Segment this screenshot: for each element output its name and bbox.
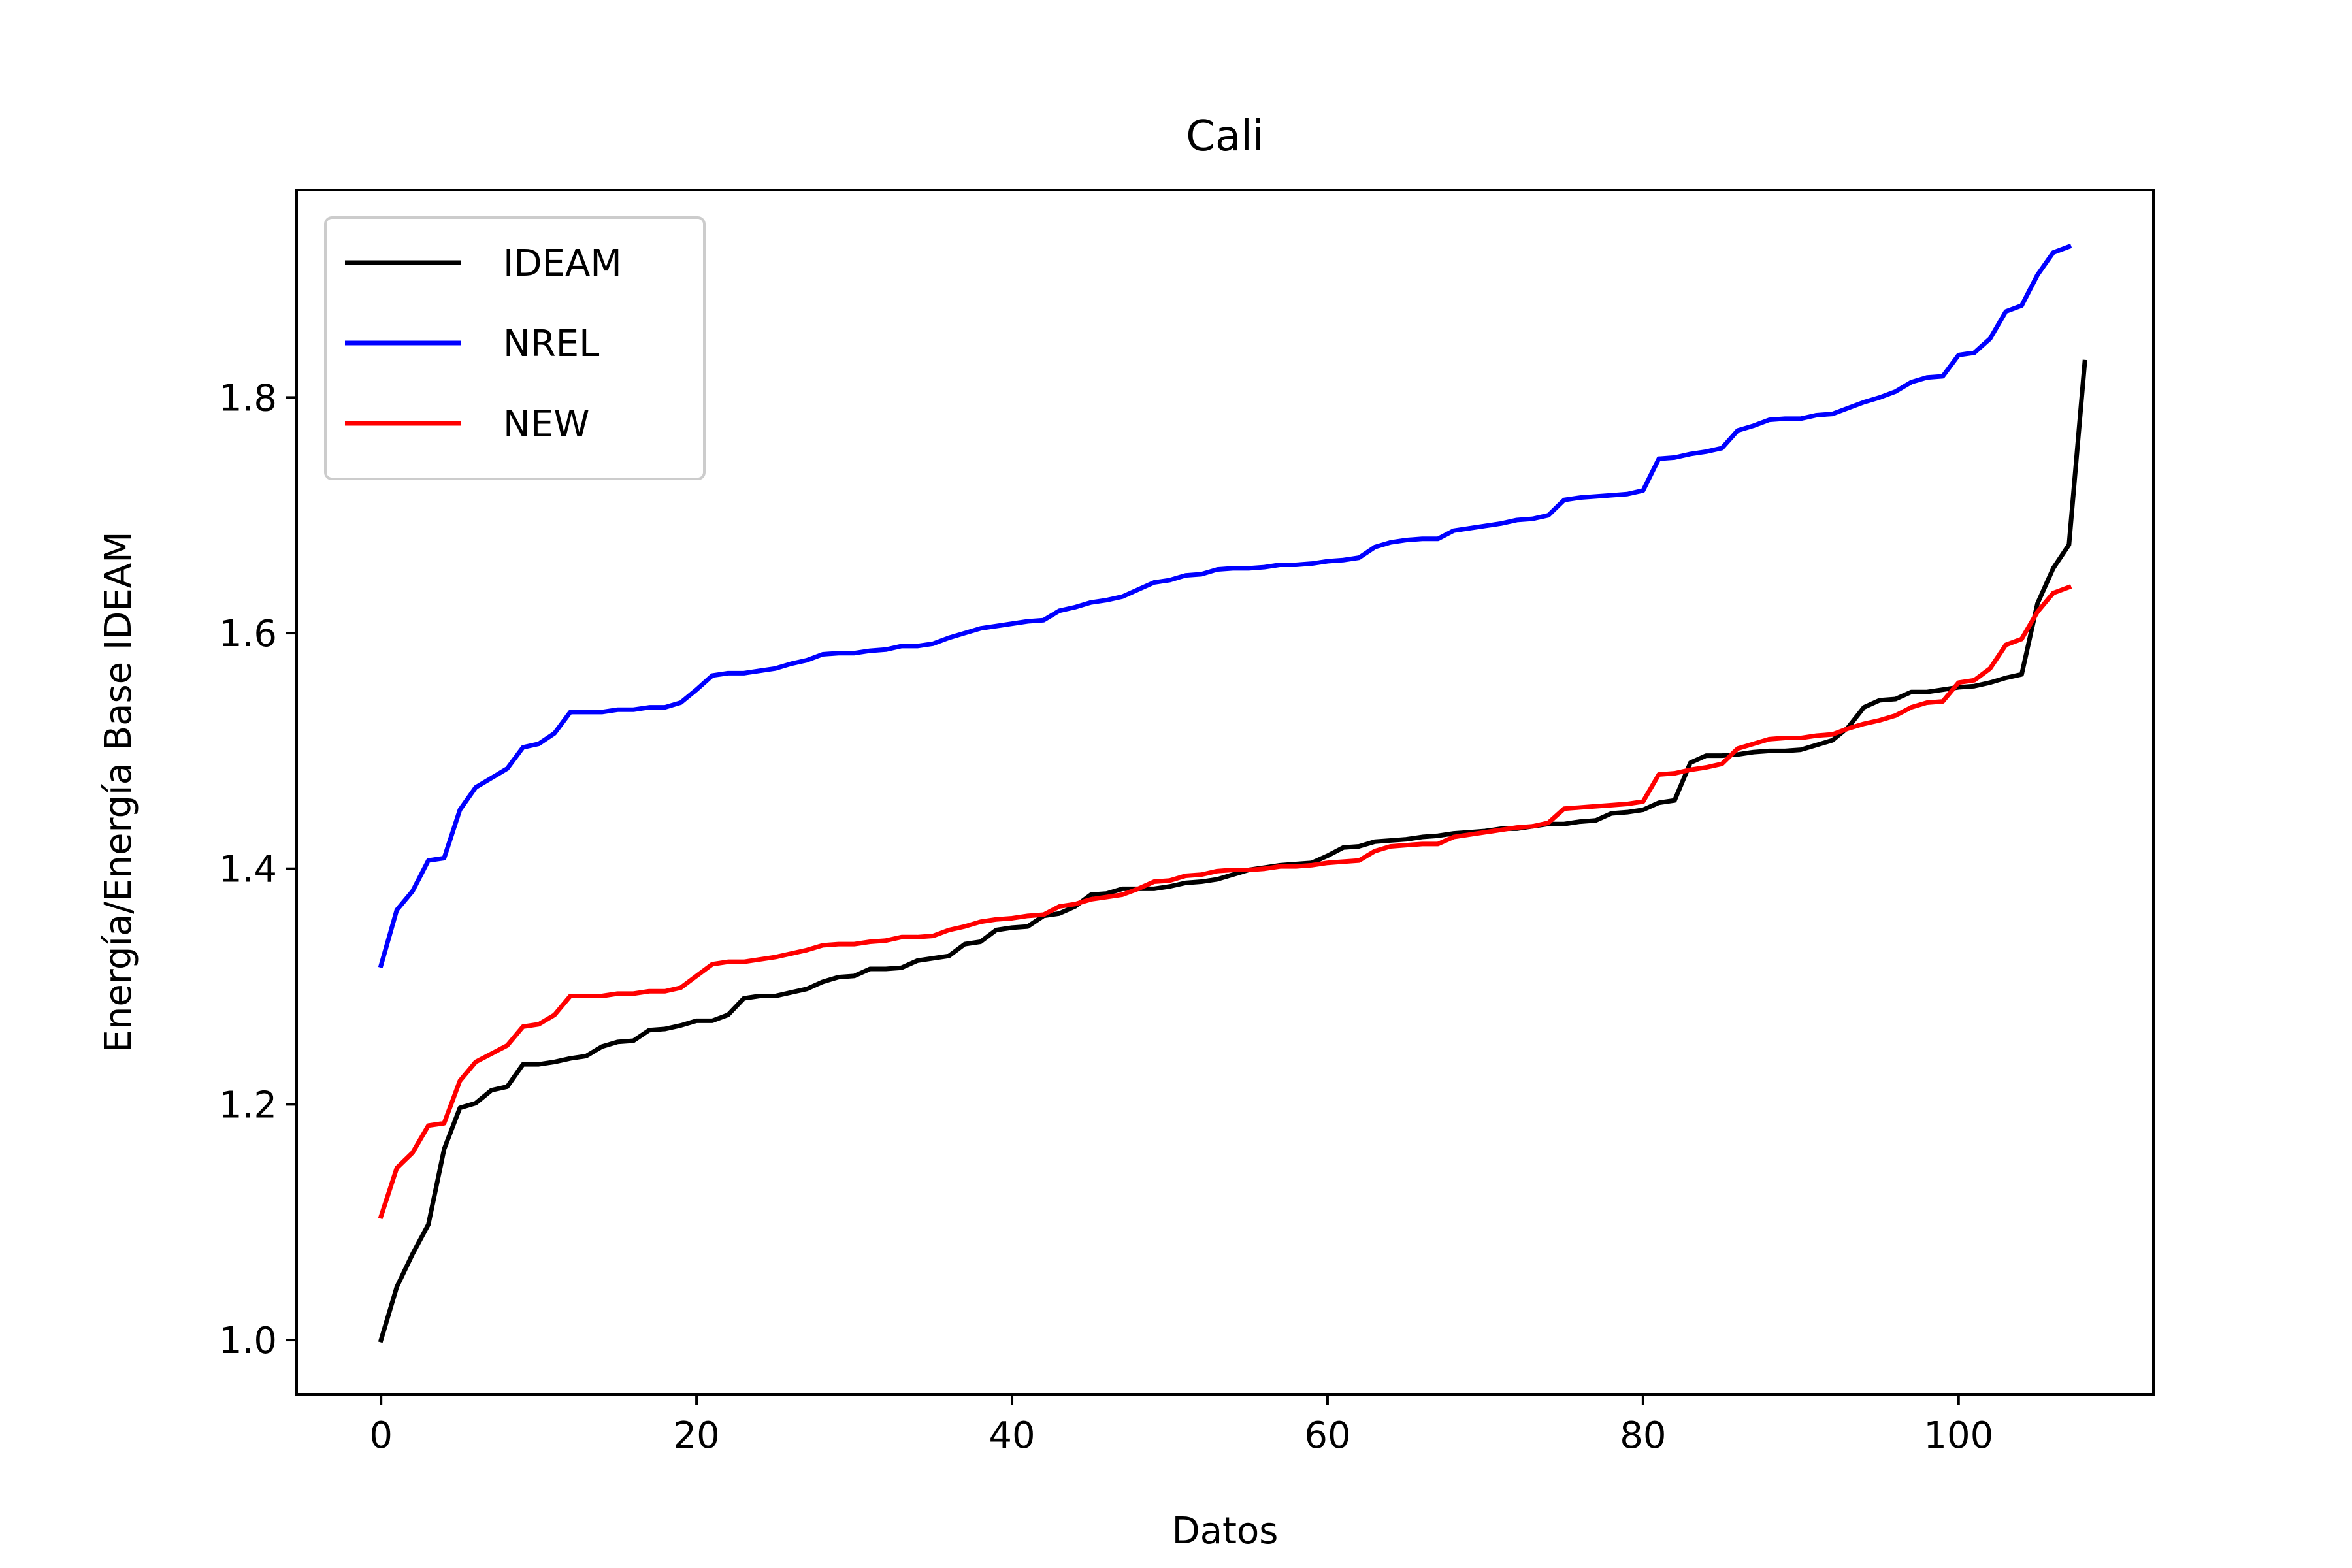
series-line-new [378, 584, 2072, 1220]
plot-frame [295, 189, 2155, 1396]
legend-label-new: NEW [503, 403, 590, 446]
legend: IDEAM NREL NEW [324, 216, 706, 480]
series-layer [378, 244, 2087, 1343]
y-tick-label: 1.2 [219, 1084, 277, 1126]
series-line-ideam [378, 359, 2087, 1343]
x-axis-label: Datos [1172, 1510, 1279, 1552]
legend-box [324, 216, 706, 480]
y-axis-label: Energía/Energía Base IDEAM [97, 531, 140, 1053]
legend-label-ideam: IDEAM [503, 242, 622, 285]
ticks-layer: 0 20 40 60 80 100 1.0 1.2 1.4 1.6 1.8 [219, 377, 1993, 1457]
series-line-nrel [378, 244, 2072, 968]
chart-title: Cali [1186, 112, 1264, 161]
x-tick-label: 40 [988, 1414, 1035, 1457]
y-tick-label: 1.8 [219, 377, 277, 419]
x-tick-label: 20 [673, 1414, 719, 1457]
x-tick-label: 60 [1304, 1414, 1350, 1457]
y-tick-label: 1.0 [219, 1320, 277, 1362]
x-tick-label: 0 [369, 1414, 393, 1457]
x-tick-label: 80 [1620, 1414, 1666, 1457]
x-tick-label: 100 [1923, 1414, 1993, 1457]
legend-label-nrel: NREL [503, 323, 599, 365]
y-tick-label: 1.6 [219, 613, 277, 655]
y-tick-label: 1.4 [219, 849, 277, 891]
